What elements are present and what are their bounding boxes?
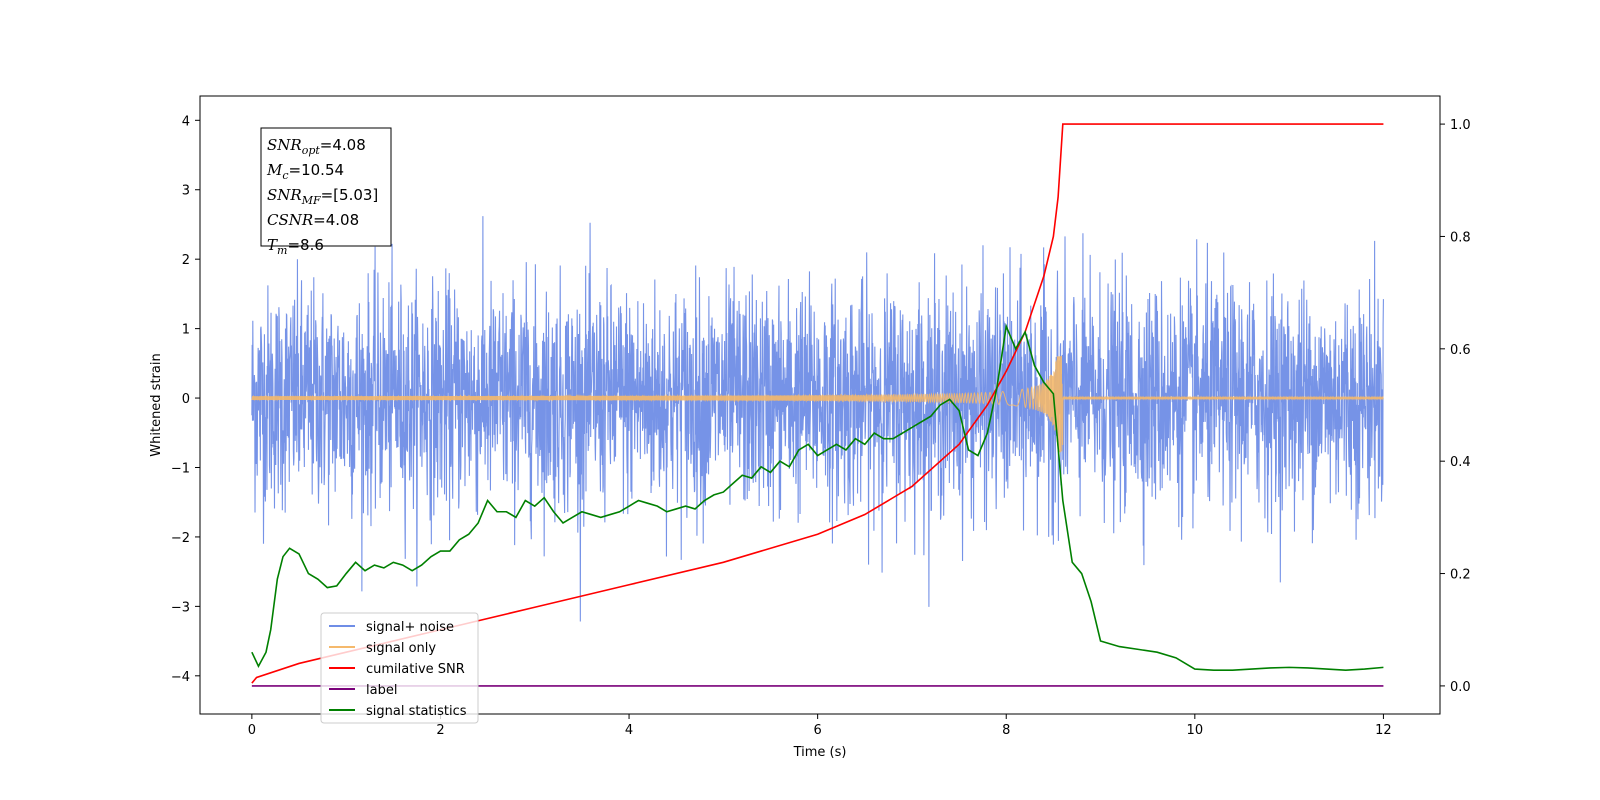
annotation-symbol: SNR — [267, 136, 302, 154]
series-signal-noise — [251, 216, 1384, 622]
y2-tick-label: 1.0 — [1450, 118, 1471, 133]
y-tick-label: 2 — [182, 253, 190, 268]
annotation-subscript: opt — [302, 144, 321, 157]
annotation-symbol: CSNR — [267, 211, 313, 229]
series-signal-statistics — [251, 323, 1384, 671]
annotation-symbol: M — [266, 161, 283, 179]
x-tick-label: 12 — [1375, 723, 1392, 738]
y-tick-label: 3 — [182, 184, 190, 199]
y-tick-label: 1 — [182, 323, 190, 338]
annotation-symbol: SNR — [267, 186, 302, 204]
y-axis-right: 0.0 0.2 0.4 0.6 0.8 1.0 — [1440, 118, 1471, 695]
annotation-line: Mc=10.54 — [266, 161, 344, 182]
y-tick-label: −3 — [171, 600, 190, 615]
annotation-symbol: T — [267, 236, 278, 254]
legend-label-cumilative-snr: cumilative SNR — [366, 662, 465, 677]
legend-label-signal-statistics: signal statistics — [366, 704, 467, 719]
y2-tick-label: 0.0 — [1450, 680, 1471, 695]
annotation-frame — [260, 127, 392, 247]
legend: signal+ noise signal only cumilative SNR la… — [320, 612, 479, 724]
legend-label-signal-only: signal only — [366, 641, 436, 656]
x-tick-label: 4 — [625, 723, 633, 738]
y2-tick-label: 0.2 — [1450, 568, 1471, 583]
annotation-value: =4.08 — [313, 211, 359, 229]
x-tick-label: 10 — [1187, 723, 1204, 738]
x-tick-label: 2 — [436, 723, 444, 738]
plot-frame — [199, 95, 1441, 715]
y-tick-label: 0 — [182, 392, 190, 407]
y-tick-label: 4 — [182, 114, 190, 129]
y-tick-label: −2 — [171, 531, 190, 546]
legend-frame — [320, 612, 479, 724]
annotation-subscript: c — [282, 169, 288, 182]
y2-tick-label: 0.6 — [1450, 343, 1471, 358]
annotation-subscript: MF — [301, 194, 321, 207]
x-tick-label: 0 — [248, 723, 256, 738]
annotation-line: SNRopt=4.08 — [267, 136, 366, 157]
legend-label-label: label — [366, 683, 397, 698]
annotation-subscript: m — [277, 244, 287, 257]
y-axis-left: −4 −3 −2 −1 0 1 2 3 4 — [171, 114, 200, 685]
legend-label-signal-noise: signal+ noise — [366, 620, 454, 635]
annotation-line: CSNR=4.08 — [267, 211, 359, 229]
annotation-value: =10.54 — [289, 161, 345, 179]
x-axis-label: Time (s) — [793, 745, 847, 760]
series-signal-only — [251, 355, 1384, 453]
y-tick-label: −4 — [171, 670, 190, 685]
y-axis-label: Whitened strain — [149, 353, 164, 456]
annotation-line: SNRMF=[5.03] — [267, 186, 378, 207]
y2-tick-label: 0.8 — [1450, 230, 1471, 245]
annotation-box: SNRopt=4.08Mc=10.54SNRMF=[5.03]CSNR=4.08… — [260, 127, 392, 257]
x-tick-label: 6 — [814, 723, 822, 738]
annotation-value: =8.6 — [287, 236, 323, 254]
y-tick-label: −1 — [171, 461, 190, 476]
y2-tick-label: 0.4 — [1450, 455, 1471, 470]
annotation-value: =4.08 — [320, 136, 366, 154]
x-tick-label: 8 — [1002, 723, 1010, 738]
annotation-line: Tm=8.6 — [267, 236, 324, 257]
annotation-value: =[5.03] — [321, 186, 379, 204]
